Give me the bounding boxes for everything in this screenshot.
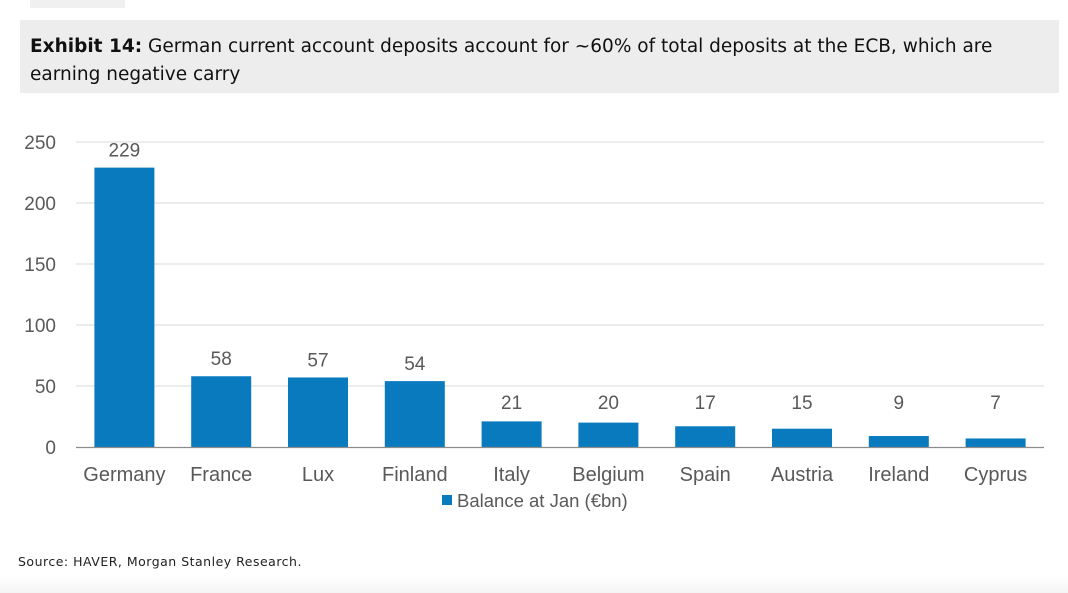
bar-belgium [578,422,639,447]
bar-lux [288,377,348,447]
source-note: Source: HAVER, Morgan Stanley Research. [18,554,302,569]
x-tick-label: Germany [83,464,165,486]
legend-label: Balance at Jan (€bn) [457,490,628,511]
gridlines [76,141,1044,387]
data-label: 58 [211,349,232,370]
bar-chart: 0 50 100 150 200 250 229 58 57 54 21 20 17 15 9 7 Germ… [24,133,1044,511]
x-tick-label: Cyprus [964,464,1027,486]
bar-ireland [868,436,929,447]
y-tick-label: 250 [24,133,56,154]
y-tick-label: 50 [35,377,56,398]
x-tick-label: Spain [680,464,731,486]
data-label: 20 [598,393,619,414]
bar-cyprus [965,438,1026,447]
data-label: 54 [404,354,426,375]
x-tick-label: Lux [302,464,334,486]
x-tick-label: Italy [493,464,530,486]
x-tick-label: Ireland [868,464,929,486]
y-tick-label: 200 [24,194,56,215]
cropped-text-fragment [0,0,1068,16]
y-tick-label: 0 [45,438,56,459]
data-labels: 229 58 57 54 21 20 17 15 9 7 [109,141,1001,414]
page-bottom-edge [0,575,1068,593]
exhibit-header: Exhibit 14: German current account depos… [20,20,1059,93]
bar-spain [675,426,736,447]
exhibit-title: German current account deposits account … [30,36,993,85]
x-tick-label: Finland [382,464,448,486]
data-label: 229 [109,141,141,162]
bar-austria [772,428,832,447]
data-label: 9 [894,393,905,414]
bars [94,167,1026,447]
bar-germany [94,167,155,447]
bar-france [191,376,252,447]
data-label: 7 [990,393,1001,414]
bar-italy [481,421,542,447]
x-tick-label: France [190,464,252,486]
x-tick-label: Belgium [572,464,644,486]
exhibit-label: Exhibit 14: [30,36,143,57]
legend: Balance at Jan (€bn) [442,490,628,511]
legend-swatch [442,495,452,505]
data-label: 17 [695,393,716,414]
data-label: 57 [307,350,328,371]
y-tick-label: 150 [24,255,56,276]
data-label: 15 [791,393,812,414]
bar-finland [384,381,445,447]
y-tick-label: 100 [24,316,56,337]
y-axis-ticks: 0 50 100 150 200 250 [24,133,56,459]
x-tick-label: Austria [771,464,834,486]
data-label: 21 [501,393,522,414]
x-axis-ticks: Germany France Lux Finland Italy Belgium Spain… [83,464,1027,486]
